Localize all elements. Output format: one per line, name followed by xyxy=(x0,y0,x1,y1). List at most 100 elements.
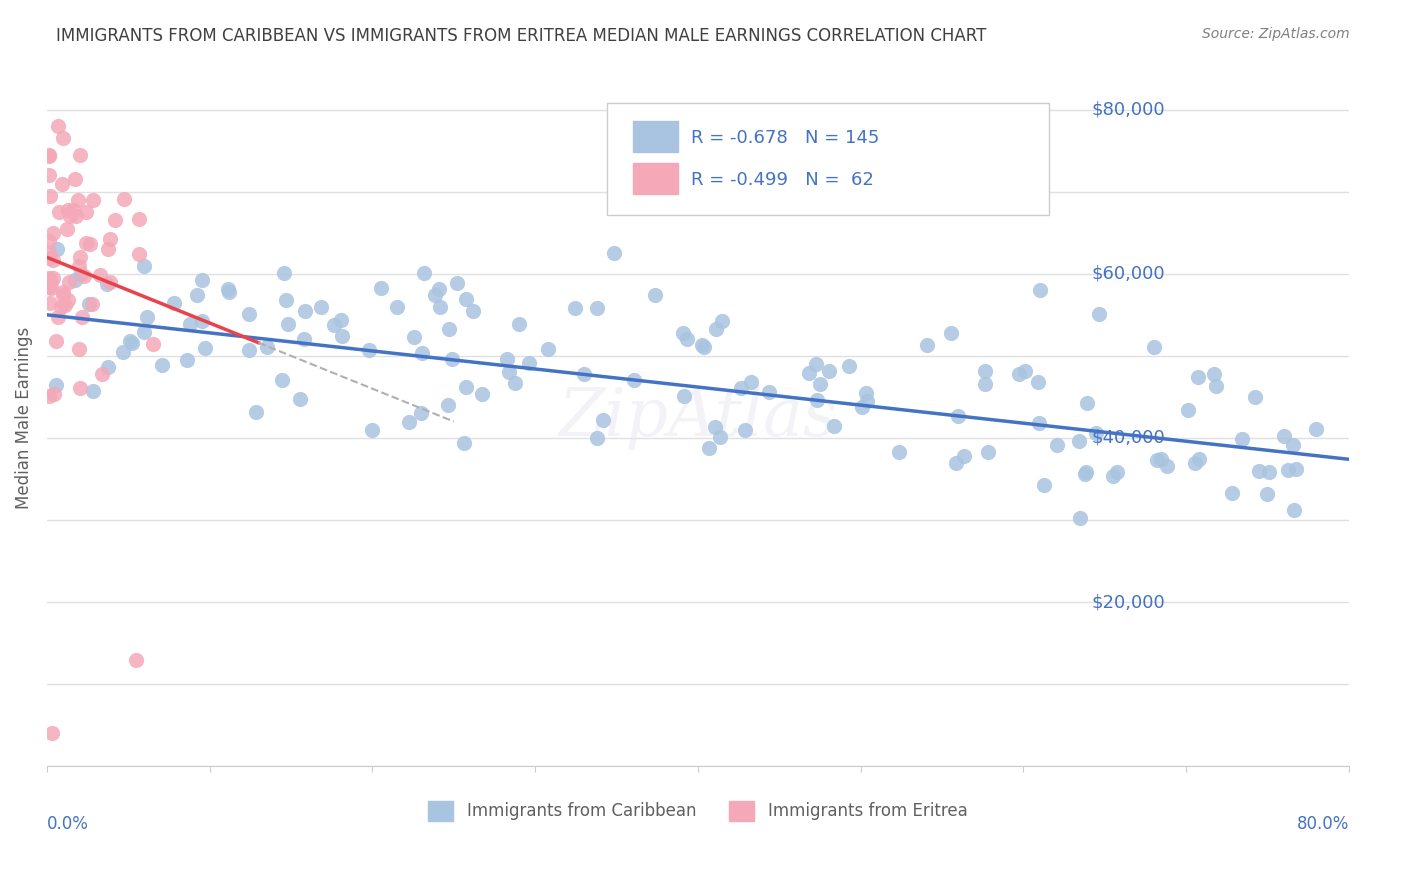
Point xyxy=(505,376,527,391)
Point xyxy=(644,288,666,302)
Text: $80,000: $80,000 xyxy=(1091,101,1164,119)
Point xyxy=(39,271,62,285)
Point xyxy=(498,365,520,379)
Text: Source: ZipAtlas.com: Source: ZipAtlas.com xyxy=(1202,27,1350,41)
Point xyxy=(536,343,558,357)
Point xyxy=(69,147,91,161)
Point xyxy=(454,379,477,393)
Point xyxy=(73,268,96,283)
Point xyxy=(730,381,752,395)
Point xyxy=(132,326,155,340)
Point xyxy=(69,381,91,395)
Point xyxy=(77,297,100,311)
Point xyxy=(1150,452,1173,467)
Text: IMMIGRANTS FROM CARIBBEAN VS IMMIGRANTS FROM ERITREA MEDIAN MALE EARNINGS CORREL: IMMIGRANTS FROM CARIBBEAN VS IMMIGRANTS … xyxy=(56,27,987,45)
Point xyxy=(437,322,460,336)
Point xyxy=(1084,425,1107,440)
Point xyxy=(256,340,278,354)
Point xyxy=(806,357,828,371)
Text: $20,000: $20,000 xyxy=(1091,593,1164,611)
Point xyxy=(330,313,353,327)
Point xyxy=(63,172,86,186)
Point xyxy=(456,292,478,306)
Point xyxy=(98,275,121,289)
Point xyxy=(446,277,468,291)
Point xyxy=(38,277,60,292)
Point xyxy=(385,301,408,315)
Point xyxy=(65,209,87,223)
Point xyxy=(838,359,860,373)
Point xyxy=(370,281,392,295)
Point xyxy=(56,221,79,235)
Point xyxy=(1101,468,1123,483)
Point xyxy=(176,353,198,368)
Point xyxy=(429,300,451,314)
Point xyxy=(1032,478,1054,492)
Point xyxy=(46,310,69,325)
Point xyxy=(1069,510,1091,524)
Text: R = -0.499   N =  62: R = -0.499 N = 62 xyxy=(692,171,875,189)
Point xyxy=(602,245,624,260)
Point xyxy=(218,285,240,299)
Point xyxy=(38,149,60,163)
Point xyxy=(46,242,69,256)
Text: $60,000: $60,000 xyxy=(1091,265,1164,283)
Point xyxy=(1107,465,1129,479)
Point xyxy=(1277,463,1299,477)
Point xyxy=(38,252,60,266)
Point xyxy=(82,193,104,207)
Point xyxy=(974,376,997,391)
Point xyxy=(80,297,103,311)
Point xyxy=(1305,422,1327,436)
Point xyxy=(855,386,877,401)
Point xyxy=(973,364,995,378)
Point xyxy=(309,300,332,314)
Point xyxy=(39,275,62,289)
Point xyxy=(322,318,344,332)
Point xyxy=(150,358,173,372)
Point xyxy=(453,436,475,450)
Point xyxy=(271,373,294,387)
Point xyxy=(471,387,494,401)
Bar xyxy=(633,162,678,194)
Point xyxy=(128,211,150,226)
Point xyxy=(1088,307,1111,321)
Point xyxy=(806,393,828,408)
Point xyxy=(1184,456,1206,470)
Point xyxy=(508,317,530,331)
Point xyxy=(294,304,316,318)
Point xyxy=(977,444,1000,458)
Point xyxy=(217,282,239,296)
Point xyxy=(42,387,65,401)
Point xyxy=(39,189,62,203)
Point xyxy=(945,456,967,470)
Point xyxy=(38,280,60,294)
Point xyxy=(38,245,60,260)
Text: 0.0%: 0.0% xyxy=(46,815,89,833)
Point xyxy=(62,203,84,218)
Point xyxy=(398,416,420,430)
Point xyxy=(191,313,214,327)
Point xyxy=(808,376,831,391)
Point xyxy=(69,251,91,265)
Point xyxy=(851,400,873,414)
Point xyxy=(39,296,62,310)
Point xyxy=(1188,452,1211,467)
Point xyxy=(52,131,75,145)
Point xyxy=(51,300,73,314)
Point xyxy=(586,432,609,446)
Point xyxy=(288,392,311,406)
Point xyxy=(121,336,143,351)
Point xyxy=(274,293,297,307)
Point xyxy=(1143,340,1166,354)
Point xyxy=(79,236,101,251)
Point xyxy=(186,288,208,302)
Point xyxy=(519,356,541,370)
Point xyxy=(412,266,434,280)
Point xyxy=(623,372,645,386)
Point xyxy=(104,213,127,227)
Point xyxy=(676,332,699,346)
Point xyxy=(42,226,65,240)
Point xyxy=(1205,379,1227,393)
Point xyxy=(70,310,93,325)
